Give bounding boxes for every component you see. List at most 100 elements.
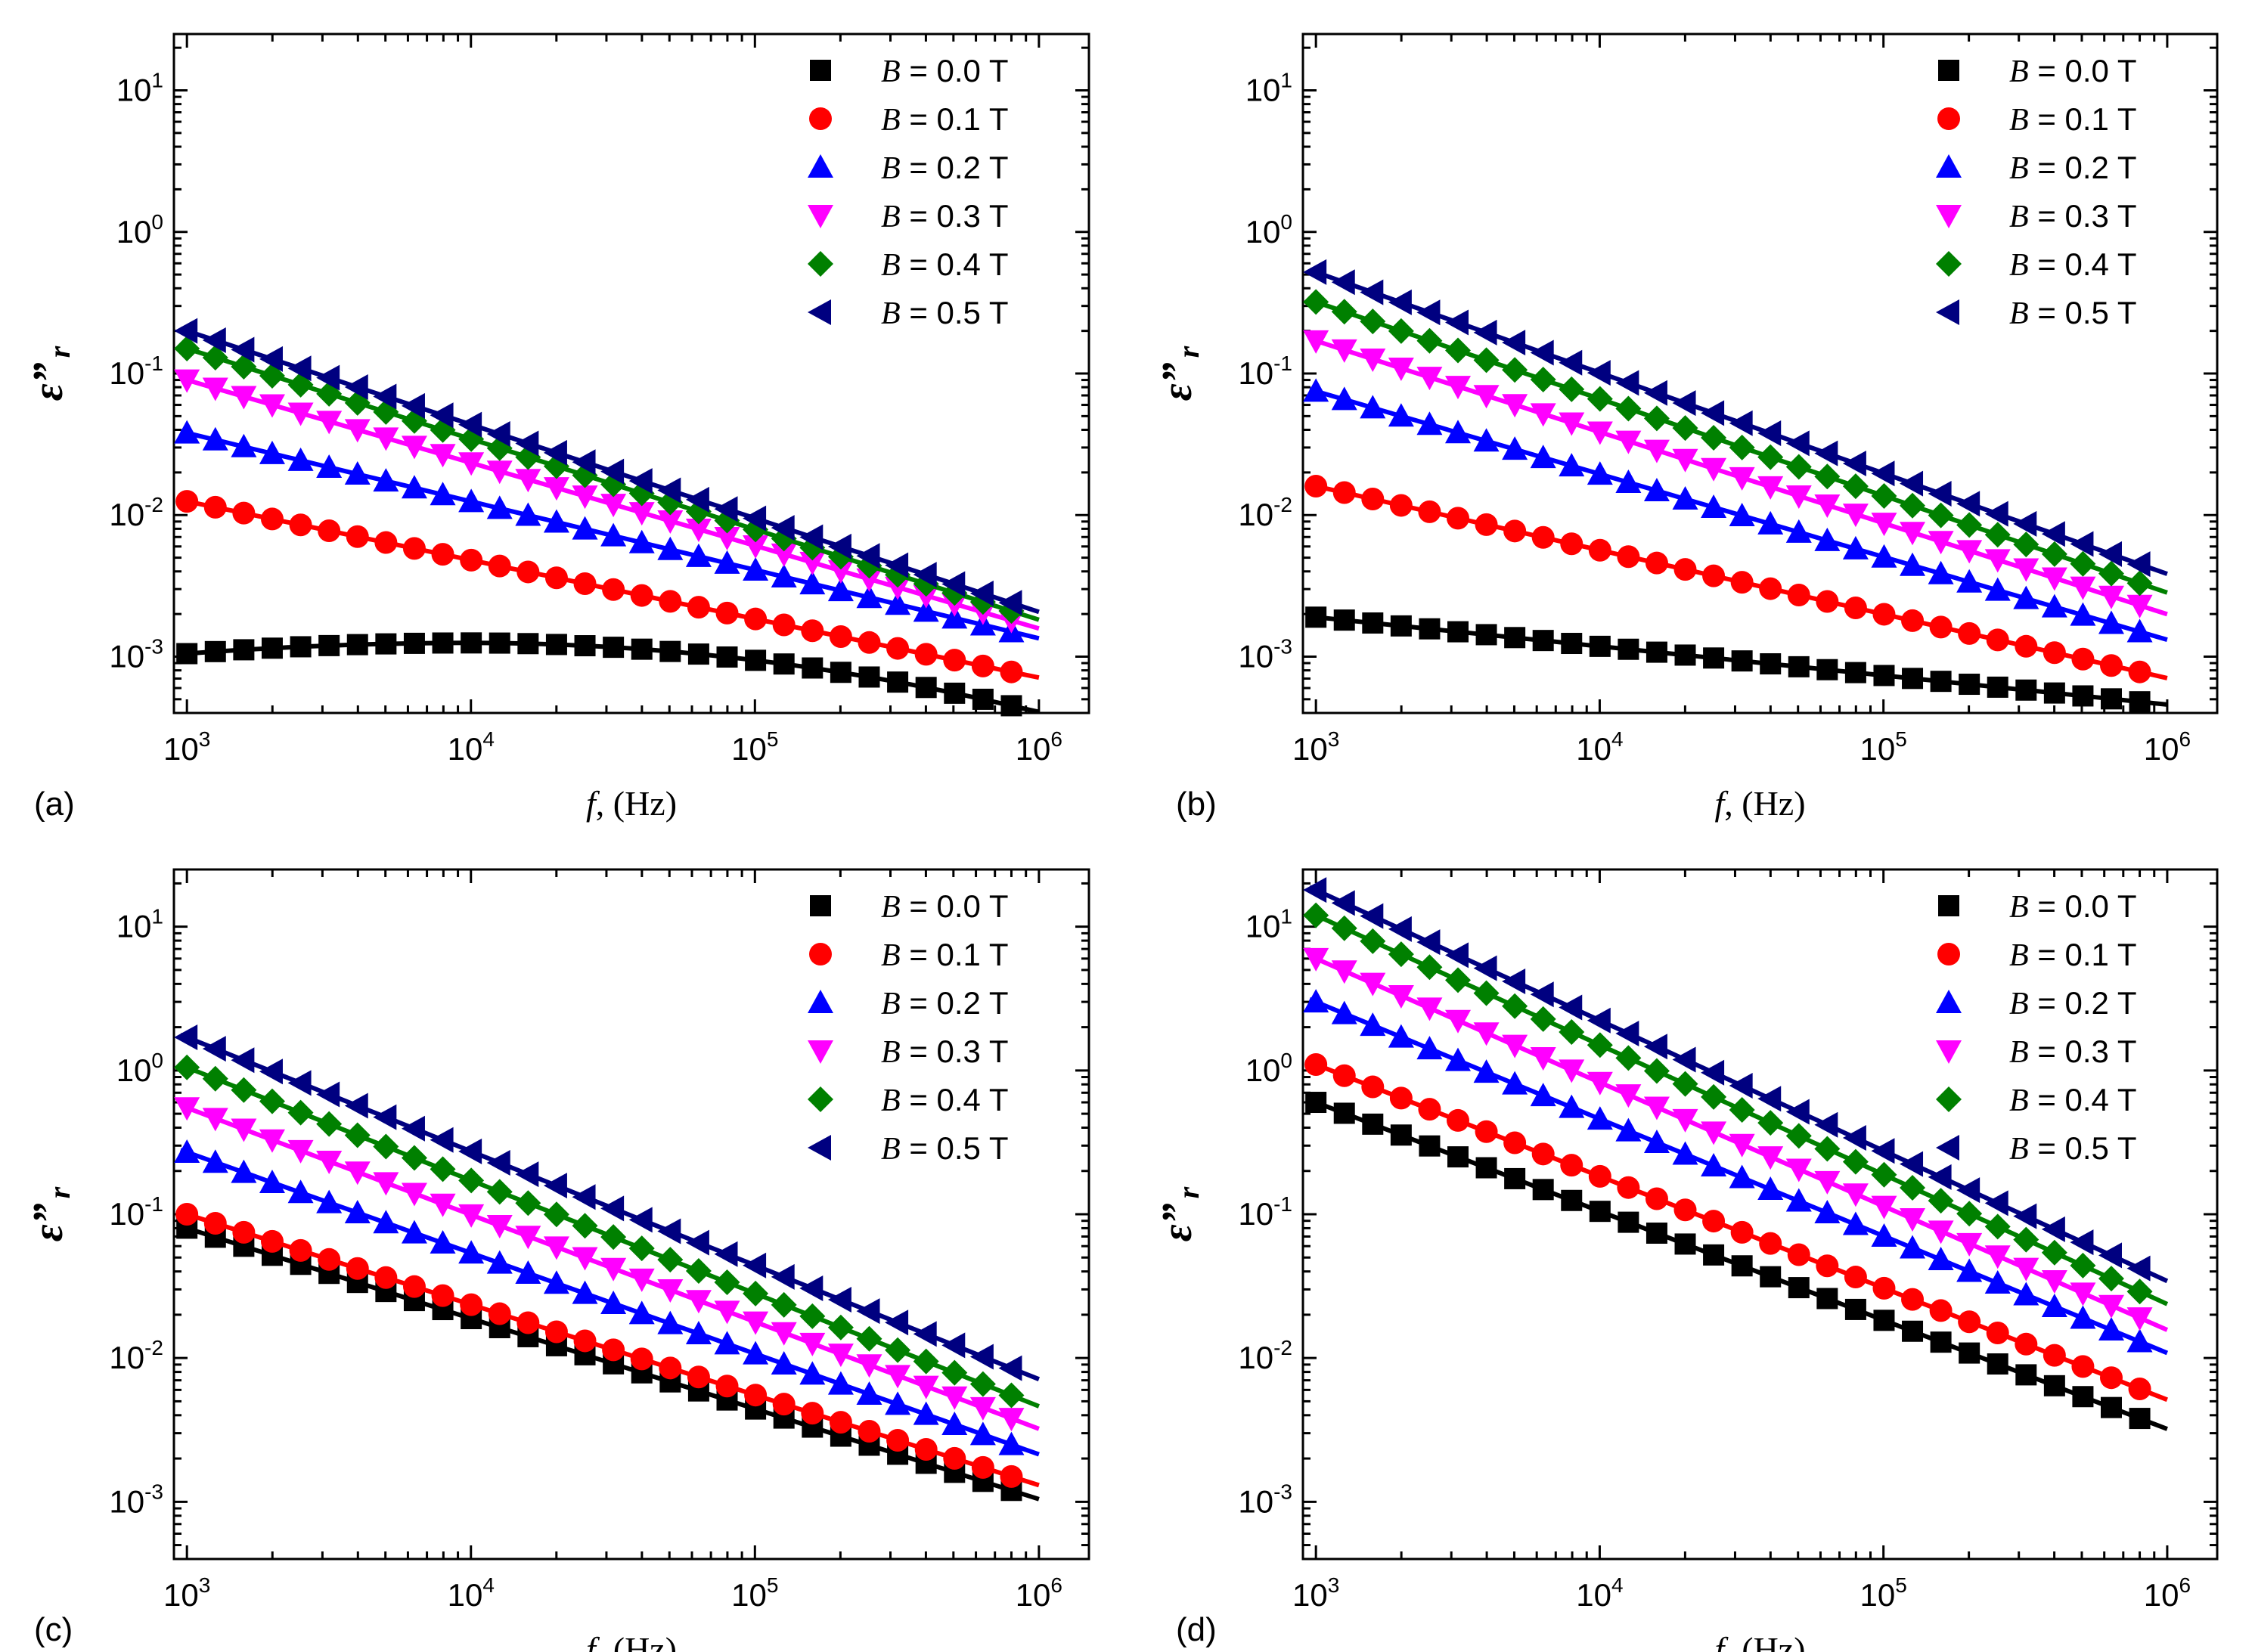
data-point [1930, 671, 1952, 693]
data-point [1729, 1164, 1755, 1189]
data-point [202, 327, 226, 354]
data-point [1473, 385, 1500, 409]
legend-marker [808, 1135, 831, 1161]
data-point [1390, 1124, 1412, 1146]
series-b-0-4-t: B = 0.4 T [1303, 246, 2168, 597]
data-point [259, 1058, 283, 1085]
data-point [572, 1280, 598, 1304]
data-point [2098, 1316, 2124, 1341]
data-point [259, 440, 285, 464]
data-point [971, 654, 994, 677]
data-point [2099, 654, 2123, 677]
data-point [1872, 603, 1896, 626]
data-point [1419, 618, 1441, 640]
data-point [1587, 1071, 1613, 1096]
data-point [600, 522, 627, 547]
data-point [1643, 1096, 1670, 1120]
data-point [998, 1408, 1025, 1432]
legend-label: B = 0.4 T [881, 246, 1008, 283]
data-point [231, 1159, 257, 1183]
data-point [1842, 1211, 1869, 1235]
data-point [1959, 1342, 1980, 1364]
data-point [1842, 1148, 1869, 1175]
data-point [2013, 1282, 2039, 1306]
data-point [1788, 656, 1810, 677]
data-point [486, 1179, 513, 1205]
data-point [771, 543, 797, 567]
data-point [801, 619, 824, 643]
data-point [1331, 339, 1357, 363]
data-point [2041, 1216, 2065, 1242]
legend-label: B = 0.0 T [881, 53, 1008, 89]
data-point [402, 537, 426, 560]
data-point [1361, 1075, 1385, 1099]
data-point [1618, 1211, 1639, 1233]
data-point [1956, 512, 1983, 538]
data-point [516, 1311, 540, 1334]
data-point [771, 1291, 797, 1318]
data-point [373, 1133, 399, 1160]
data-point [1331, 269, 1355, 296]
data-point [2126, 1279, 2153, 1305]
data-point [2013, 532, 2039, 558]
series-b-0-2-t: B = 0.2 T [1303, 985, 2169, 1356]
data-point [1333, 1102, 1355, 1124]
y-tick-label: 10-3 [1238, 1480, 1292, 1519]
data-point [885, 1391, 911, 1415]
data-point [799, 551, 826, 575]
data-point [316, 1189, 343, 1213]
data-point [2129, 691, 2151, 713]
data-point [2072, 1386, 2094, 1408]
y-tick-label: 101 [1245, 69, 1292, 108]
data-point [1701, 424, 1727, 451]
data-point [402, 1275, 426, 1298]
data-point [174, 1097, 200, 1121]
legend-marker [1936, 154, 1962, 178]
data-point [628, 502, 655, 526]
data-point [1701, 1153, 1727, 1177]
data-point [1984, 577, 2011, 601]
data-point [1672, 486, 1698, 510]
data-point [1956, 1258, 1983, 1282]
data-point [1871, 544, 1897, 568]
panel-label: (b) [1176, 786, 1217, 823]
data-point [1901, 609, 1925, 632]
data-point [1360, 972, 1386, 996]
data-point [744, 1384, 768, 1407]
data-point [1731, 650, 1753, 672]
data-point [430, 444, 456, 468]
data-point [2041, 1239, 2067, 1266]
data-point [2128, 660, 2151, 683]
data-point [486, 495, 513, 519]
x-tick-label: 105 [731, 727, 778, 767]
data-point [743, 505, 767, 532]
data-point [913, 1401, 939, 1425]
data-point [1000, 1464, 1023, 1488]
data-point [913, 598, 939, 622]
data-point [885, 1310, 909, 1336]
data-point [431, 543, 454, 566]
data-point [1615, 470, 1642, 494]
data-point [1530, 1046, 1556, 1071]
data-point [1701, 400, 1725, 426]
data-point [885, 576, 911, 600]
data-point [1360, 928, 1386, 954]
data-point [631, 638, 653, 660]
data-point [1729, 1133, 1755, 1158]
data-point [344, 1161, 371, 1186]
data-point [1360, 903, 1384, 929]
data-point [1956, 1177, 1980, 1204]
data-point [174, 1024, 198, 1051]
data-point [1530, 1006, 1556, 1032]
data-point [1730, 571, 1754, 594]
data-point [657, 1279, 684, 1303]
x-axis-title: f, (Hz) [586, 784, 677, 823]
data-point [1360, 279, 1384, 305]
data-point [771, 1263, 795, 1290]
data-point [1757, 1176, 1784, 1201]
data-point [1418, 500, 1441, 523]
data-point [260, 507, 284, 531]
data-point [1759, 1232, 1782, 1255]
data-point [374, 1266, 398, 1289]
legend-label: B = 0.3 T [881, 198, 1008, 234]
